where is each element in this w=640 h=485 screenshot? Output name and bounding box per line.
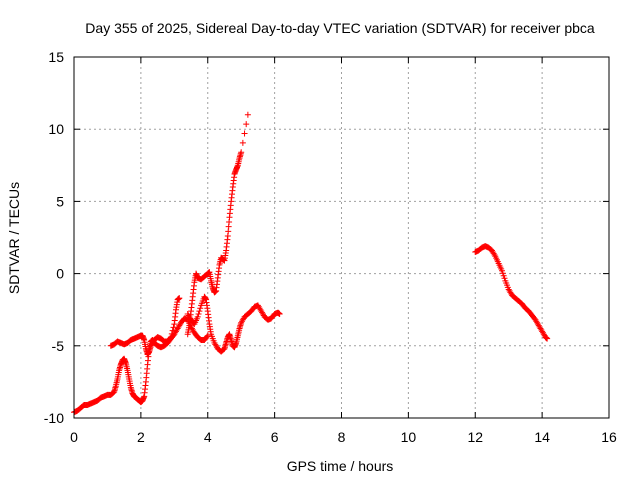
data-point <box>238 149 245 156</box>
x-tick-label: 4 <box>204 429 212 445</box>
data-point <box>544 335 551 342</box>
data-point <box>168 330 175 337</box>
x-tick-label: 2 <box>137 429 145 445</box>
data-point <box>244 111 251 118</box>
data-point <box>499 267 505 274</box>
x-tick-labels: 0 2 4 6 8 10 12 14 16 <box>70 429 617 445</box>
data-point <box>276 311 283 318</box>
data-point <box>203 333 210 340</box>
data-point <box>243 121 250 128</box>
y-tick-labels: -10 -5 0 5 10 15 <box>44 49 64 426</box>
x-tick-label: 10 <box>401 429 417 445</box>
data-point <box>194 313 201 320</box>
data-points <box>71 111 551 416</box>
data-point <box>170 324 177 331</box>
plot-frame <box>73 56 610 419</box>
data-point <box>197 305 204 312</box>
x-tick-label: 16 <box>601 429 617 445</box>
grid <box>74 57 609 418</box>
x-tick-label: 0 <box>70 429 78 445</box>
y-tick-label: -10 <box>44 410 64 426</box>
x-tick-label: 12 <box>467 429 483 445</box>
y-tick-label: 5 <box>56 193 64 209</box>
data-point <box>239 139 246 146</box>
data-point <box>241 130 248 137</box>
x-tick-label: 6 <box>271 429 279 445</box>
data-point <box>204 332 211 339</box>
chart-title: Day 355 of 2025, Sidereal Day-to-day VTE… <box>85 20 595 36</box>
data-point <box>176 295 183 302</box>
data-point <box>491 251 498 258</box>
data-point <box>167 335 174 342</box>
data-point <box>167 334 174 341</box>
x-tick-label: 8 <box>338 429 346 445</box>
x-tick-label: 14 <box>534 429 550 445</box>
y-axis-label: SDTVAR / TECUs <box>6 182 22 294</box>
data-point <box>169 327 176 334</box>
data-point <box>196 308 203 315</box>
data-point <box>501 275 508 282</box>
data-point <box>195 311 202 318</box>
x-axis-label: GPS time / hours <box>287 458 394 474</box>
data-point <box>500 272 507 279</box>
y-tick-label: -5 <box>52 338 65 354</box>
y-tick-label: 10 <box>48 121 64 137</box>
data-point <box>499 270 506 277</box>
y-tick-label: 0 <box>56 266 64 282</box>
y-tick-label: 15 <box>48 49 64 65</box>
